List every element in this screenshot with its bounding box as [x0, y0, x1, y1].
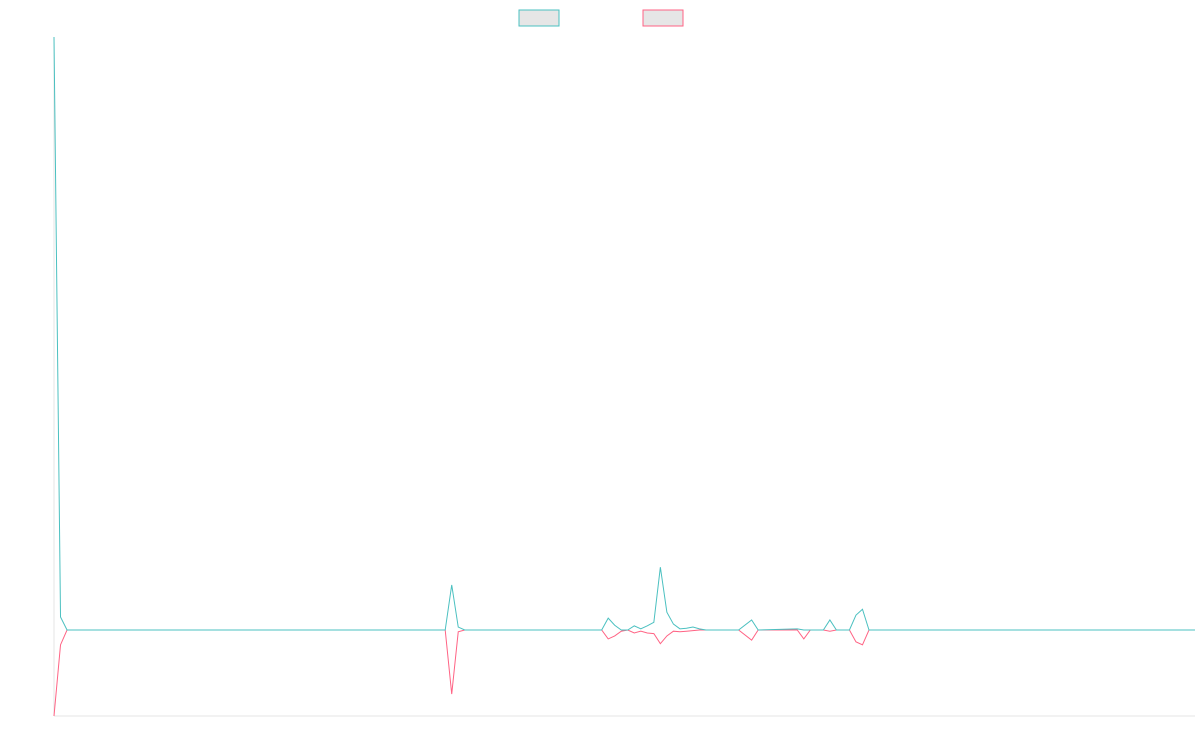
legend-swatch	[518, 9, 560, 27]
data-line	[53, 36, 1195, 631]
data-line	[53, 629, 1195, 717]
legend-swatch	[642, 9, 684, 27]
